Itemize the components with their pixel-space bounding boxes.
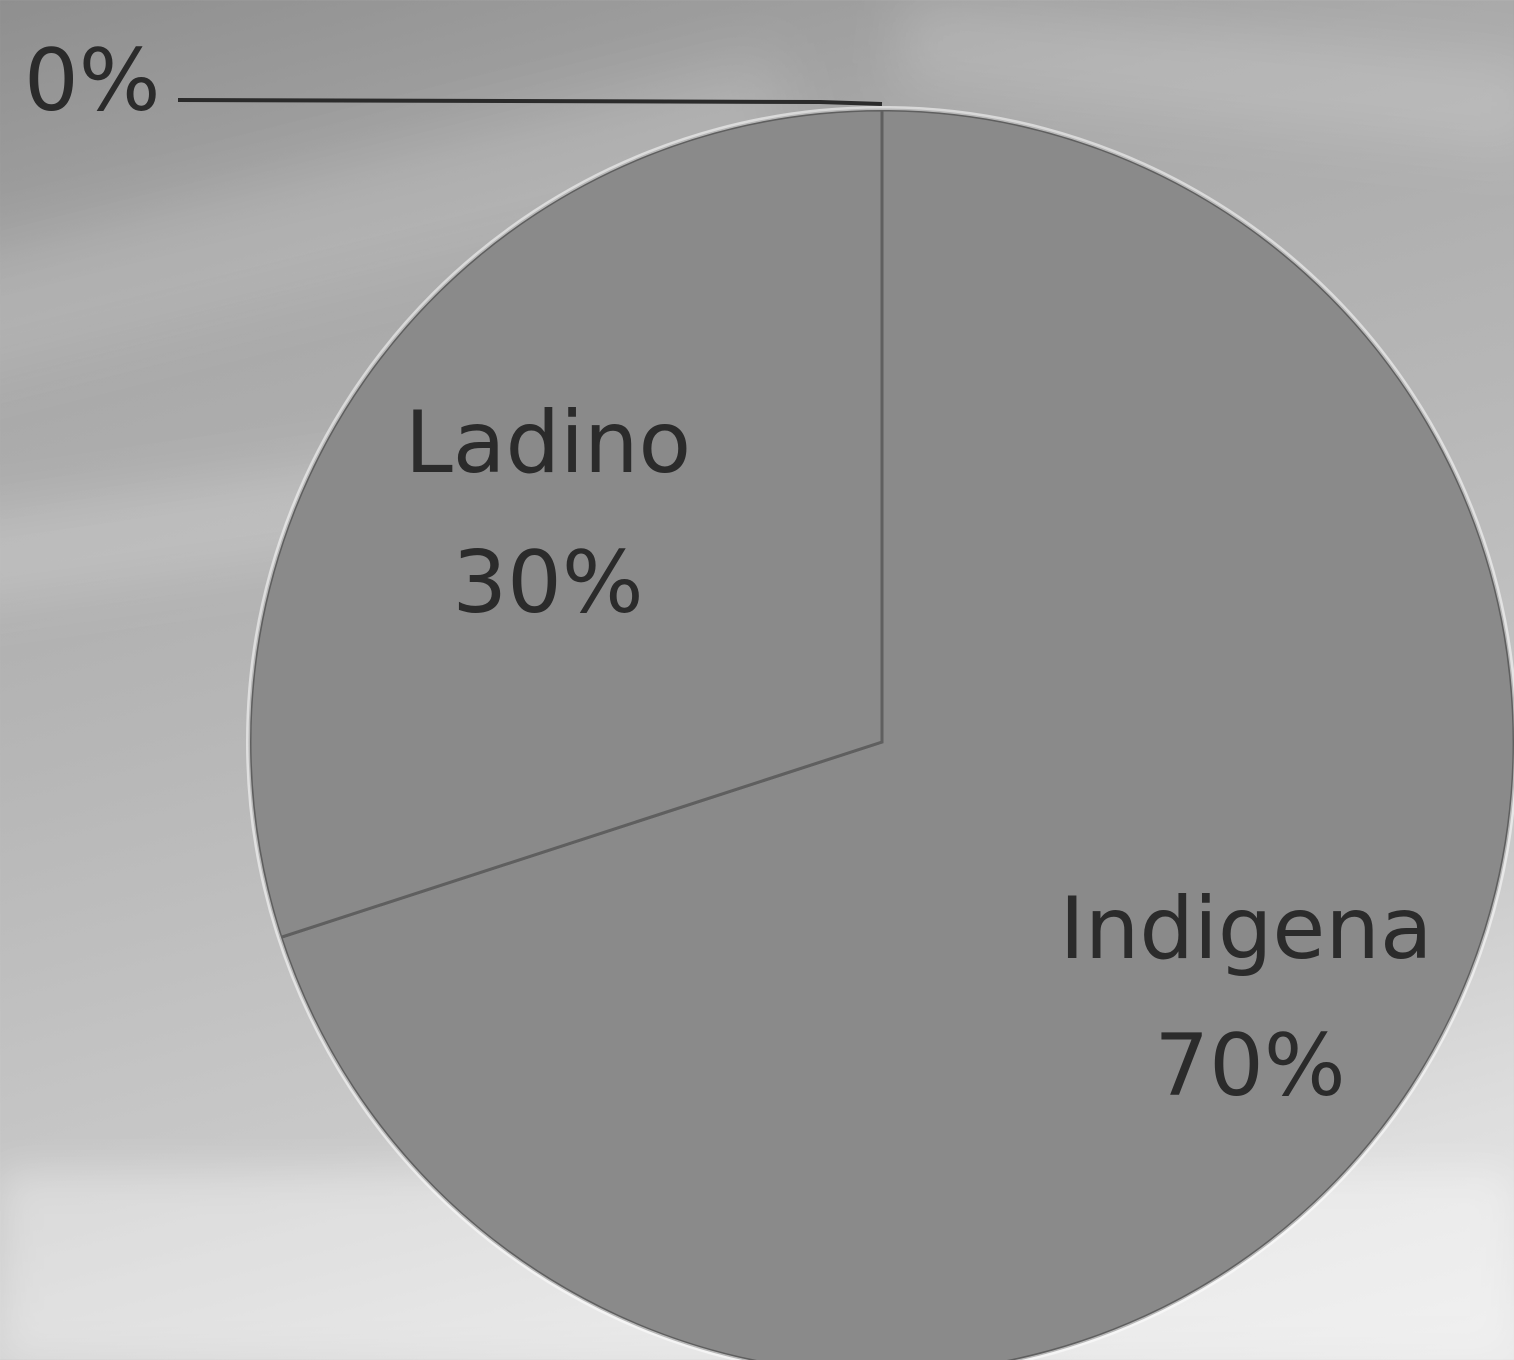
- slice-label-ladino-name: Ladino: [405, 393, 691, 493]
- leader-layer: [177, 98, 883, 106]
- slices-layer: [246, 106, 1514, 1360]
- pie-rim: [246, 106, 1514, 1360]
- slice-label-zero-percent: 0%: [24, 31, 160, 131]
- slice-label-ladino-percent: 30%: [452, 533, 643, 633]
- pie-slice-ladino: [248, 108, 884, 940]
- slice-label-indigena-name: Indigena: [1059, 879, 1432, 979]
- zero-slice-leader-line: [177, 98, 883, 106]
- pie-slice-indigena: [279, 108, 1514, 1360]
- labels-layer: Ladino 30% Indigena 70% 0%: [24, 31, 1433, 1116]
- slice-label-indigena-percent: 70%: [1154, 1016, 1345, 1116]
